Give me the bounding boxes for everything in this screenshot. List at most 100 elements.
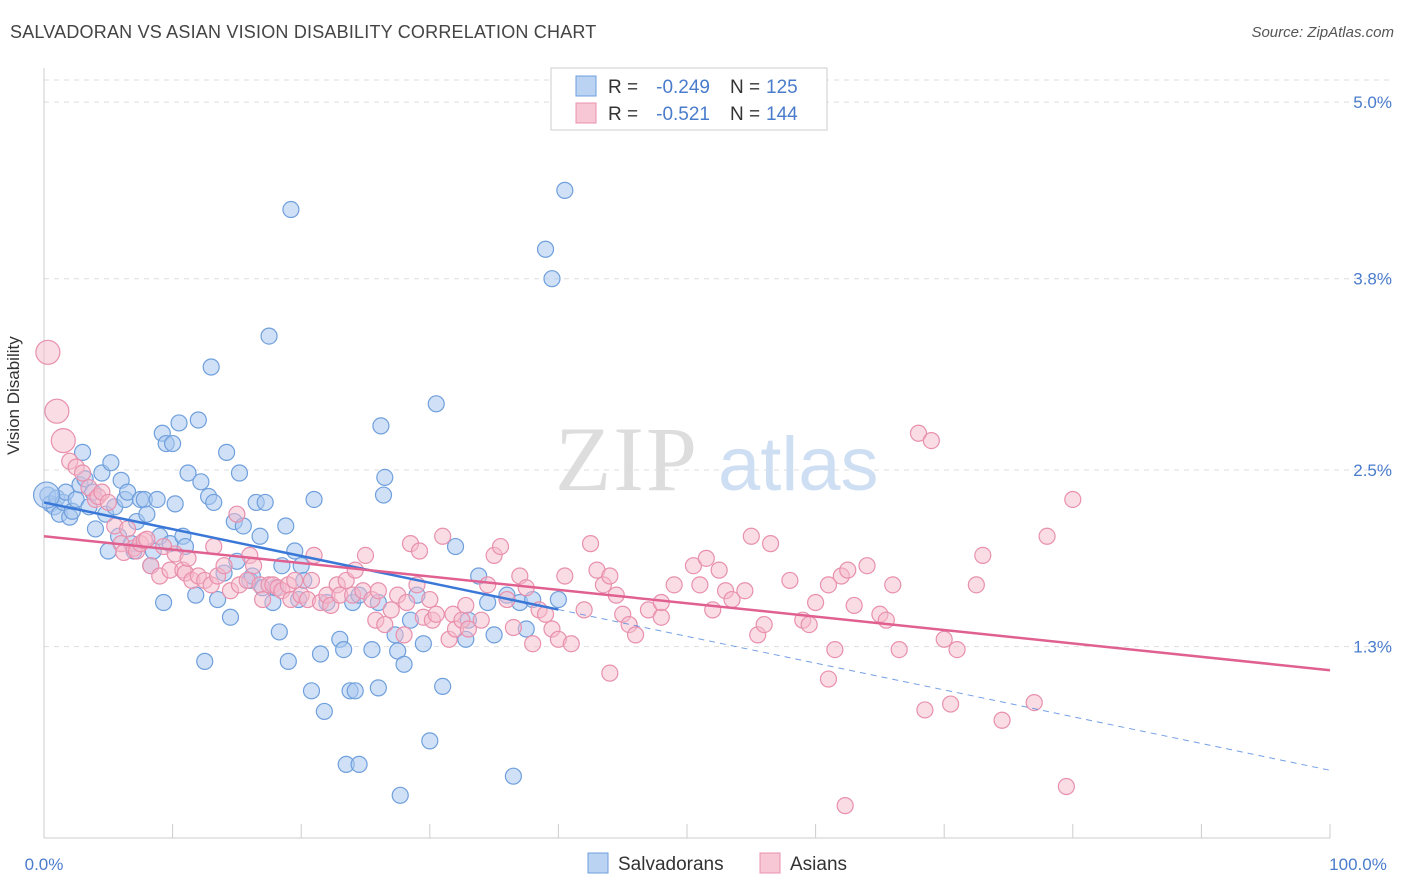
data-point-salvadoran xyxy=(302,682,321,700)
data-point-salvadoran xyxy=(434,677,452,696)
legend-r-label: R = xyxy=(608,104,638,125)
data-point-asian xyxy=(376,615,394,634)
data-point-salvadoran xyxy=(86,520,105,538)
data-point-salvadoran xyxy=(270,623,288,641)
watermark: ZIP atlas xyxy=(555,408,879,510)
data-point-asian xyxy=(491,537,510,556)
y-tick-label: 1.3% xyxy=(1353,638,1392,657)
data-point-salvadoran xyxy=(536,240,555,258)
data-point-asian xyxy=(601,567,619,585)
data-point-asian xyxy=(302,571,321,590)
data-point-salvadoran xyxy=(414,635,432,653)
source-label: Source: ZipAtlas.com xyxy=(1251,24,1394,41)
data-point-asian xyxy=(410,542,429,560)
data-point-salvadoran xyxy=(218,443,236,461)
data-point-salvadoran xyxy=(549,590,568,609)
data-point-asian xyxy=(356,546,375,565)
legend-n-value: 125 xyxy=(766,77,798,98)
legend-top: R = -0.249 N = 125 R = -0.521 N = 144 xyxy=(550,67,828,131)
data-point-salvadoran xyxy=(256,493,274,512)
legend-label: Salvadorans xyxy=(618,854,724,875)
data-point-salvadoran xyxy=(427,395,445,413)
data-point-asian xyxy=(479,576,497,594)
data-point-asian xyxy=(556,567,574,585)
data-point-asian xyxy=(742,527,760,545)
data-point-salvadoran xyxy=(73,443,92,461)
data-point-asian xyxy=(1057,777,1075,796)
data-point-asian xyxy=(800,615,818,634)
data-point-salvadoran xyxy=(305,490,323,509)
data-point-asian xyxy=(421,590,439,609)
data-point-salvadoran xyxy=(170,414,188,432)
data-point-asian xyxy=(761,535,780,553)
data-point-asian xyxy=(457,596,475,615)
data-point-salvadoran xyxy=(277,517,295,535)
series-salvadorans xyxy=(32,181,574,804)
data-point-asian xyxy=(993,711,1011,729)
data-point-asian xyxy=(942,695,960,713)
data-point-salvadoran xyxy=(485,626,503,644)
chart-title: SALVADORAN VS ASIAN VISION DISABILITY CO… xyxy=(10,22,597,42)
data-point-asian xyxy=(398,593,416,612)
data-point-salvadoran xyxy=(221,608,240,626)
data-point-asian xyxy=(562,635,580,653)
data-point-salvadoran xyxy=(376,468,394,486)
y-tick-label: 3.8% xyxy=(1353,270,1392,289)
data-point-asian xyxy=(922,432,940,450)
data-point-asian xyxy=(916,701,934,719)
data-point-salvadoran xyxy=(335,641,353,659)
data-point-salvadoran xyxy=(421,732,439,750)
data-point-asian xyxy=(434,527,452,545)
data-point-salvadoran xyxy=(374,486,393,504)
data-point-salvadoran xyxy=(205,493,223,512)
data-point-asian xyxy=(459,620,477,638)
data-point-salvadoran xyxy=(260,327,278,345)
legend-n-value: 144 xyxy=(766,104,798,125)
data-point-salvadoran xyxy=(154,593,173,612)
legend-box xyxy=(550,67,828,131)
data-point-asian xyxy=(138,530,156,548)
data-point-salvadoran xyxy=(179,464,197,482)
data-point-asian xyxy=(626,626,645,644)
data-point-asian xyxy=(50,428,76,454)
data-point-asian xyxy=(427,605,445,623)
data-point-asian xyxy=(504,618,522,637)
data-point-salvadoran xyxy=(556,181,574,199)
data-point-asian xyxy=(858,557,876,575)
data-point-salvadoran xyxy=(369,679,387,697)
data-point-asian xyxy=(736,582,754,600)
data-point-asian xyxy=(684,557,703,575)
data-point-asian xyxy=(395,626,413,644)
data-point-asian xyxy=(819,576,838,594)
data-point-salvadoran xyxy=(32,481,61,509)
data-point-salvadoran xyxy=(209,590,227,609)
data-point-asian xyxy=(245,557,263,575)
legend-r-value: -0.249 xyxy=(656,77,710,98)
x-tick-label: 100.0% xyxy=(1329,855,1387,874)
data-point-salvadoran xyxy=(311,645,330,663)
data-point-salvadoran xyxy=(138,505,156,523)
data-point-salvadoran xyxy=(292,557,310,575)
legend-swatch-salvadorans xyxy=(575,75,597,97)
data-point-asian xyxy=(909,424,928,442)
data-point-asian xyxy=(1064,490,1082,509)
data-point-asian xyxy=(369,582,387,600)
data-point-salvadoran xyxy=(282,200,300,219)
data-point-asian xyxy=(1025,693,1043,712)
data-point-asian xyxy=(826,641,844,659)
data-point-asian xyxy=(652,608,670,626)
data-point-salvadoran xyxy=(102,454,120,472)
trend-line-asians xyxy=(43,535,1331,672)
axes xyxy=(43,68,1331,839)
watermark-zip: ZIP xyxy=(555,408,699,510)
data-point-asian xyxy=(99,493,117,512)
data-point-asian xyxy=(697,549,715,567)
legend-r-label: R = xyxy=(608,77,638,98)
data-point-salvadoran xyxy=(346,682,364,700)
data-point-asian xyxy=(1038,527,1056,545)
data-point-asian xyxy=(755,615,773,634)
data-point-salvadoran xyxy=(395,655,413,673)
legend-n-label: N = xyxy=(730,77,760,98)
data-point-salvadoran xyxy=(543,270,561,288)
